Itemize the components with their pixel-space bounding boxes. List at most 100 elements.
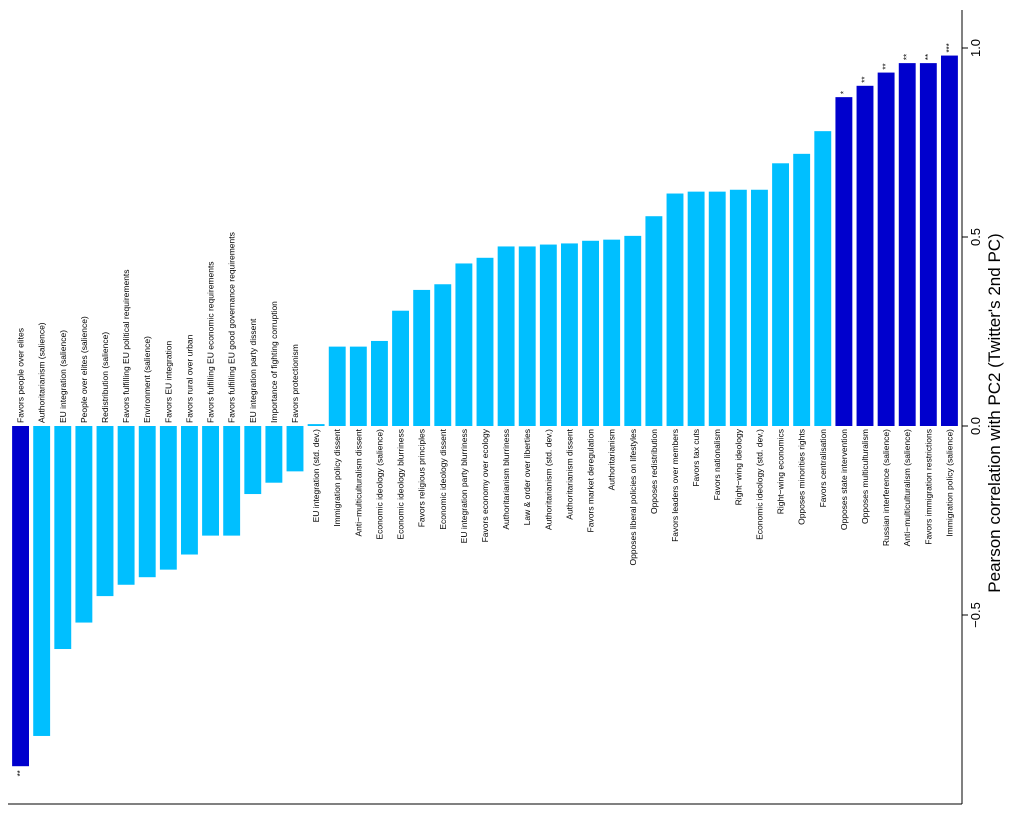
- bar: [919, 63, 937, 427]
- category-label: Opposes liberal policies on lifestyles: [628, 429, 638, 566]
- bar: [898, 63, 916, 427]
- category-label: Favors leaders over members: [670, 429, 680, 542]
- bar: [54, 426, 72, 650]
- bar: [202, 426, 219, 536]
- value-axis-tick-label: 0.0: [968, 417, 983, 435]
- category-label: Economic ideology dissent: [438, 428, 448, 529]
- significance-label: ***: [945, 43, 954, 52]
- category-label: Authoritarianism (std. dev.): [543, 429, 553, 530]
- bar: [729, 189, 747, 426]
- category-label: Favors economy over ecology: [480, 428, 490, 542]
- category-label: EU integration (salience): [58, 330, 68, 423]
- category-label: Favors fulfilling EU political requireme…: [121, 269, 131, 423]
- category-label: Favors religious principles: [417, 429, 427, 527]
- bar: [772, 163, 789, 427]
- category-label: Authoritarianism dissent: [564, 428, 574, 519]
- significance-label: **: [924, 54, 933, 60]
- category-label: Immigration policy (salience): [944, 429, 954, 537]
- category-label: Favors nationalism: [712, 429, 722, 500]
- bar: [96, 426, 114, 597]
- category-label: Immigration policy dissent: [332, 428, 342, 526]
- category-label: Environment (salience): [142, 336, 152, 423]
- category-label: Opposes state intervention: [839, 429, 849, 530]
- bar: [666, 193, 684, 426]
- bar: [751, 189, 768, 426]
- bar: [244, 426, 262, 495]
- value-axis-tick-label: 1.0: [968, 39, 983, 57]
- category-label: EU integration party dissent: [248, 318, 258, 423]
- bar: [349, 346, 367, 426]
- bar: [12, 426, 29, 767]
- category-label: Economic ideology (salience): [374, 429, 384, 540]
- bar: [603, 239, 621, 426]
- category-label: Opposes minorities rights: [797, 429, 807, 525]
- bar: [307, 424, 325, 426]
- bar: [117, 426, 135, 585]
- bar: [561, 243, 578, 426]
- category-label: Economic ideology blurriness: [396, 429, 406, 540]
- value-axis-ticks-group: −0.5 0.0 0.5 1.0: [962, 39, 983, 628]
- bar: [539, 244, 557, 426]
- category-label: Right−wing ideology: [733, 428, 743, 505]
- significance-label: *: [839, 91, 848, 94]
- bar: [582, 240, 599, 426]
- bar: [793, 153, 811, 426]
- category-label: Favors EU integration: [163, 341, 173, 423]
- category-label: Economic ideology (std. dev.): [754, 429, 764, 540]
- category-label: Opposes multiculturalism: [860, 429, 870, 524]
- category-label: Favors rural over urban: [184, 334, 194, 423]
- category-label: Anti−multiculturalism dissent: [353, 428, 363, 536]
- category-label: Favors tax cuts: [691, 429, 701, 487]
- value-axis-tick-label: −0.5: [968, 602, 983, 628]
- bar: [33, 426, 51, 736]
- category-label: Importance of fighting corruption: [269, 301, 279, 423]
- category-label: Authoritarianism: [607, 429, 617, 490]
- category-labels-group: Favors people over elites Authoritarianis…: [16, 232, 955, 565]
- bar: [392, 310, 409, 426]
- bar: [518, 246, 536, 426]
- bar: [476, 257, 494, 426]
- category-label: Anti−multiculturalism (salience): [902, 429, 912, 547]
- category-label: Favors fulfilling EU good governance req…: [227, 232, 237, 423]
- bars-group: [12, 55, 958, 767]
- category-label: People over elites (salience): [79, 316, 89, 423]
- category-label: Law & order over liberties: [522, 429, 532, 525]
- bar: [877, 72, 895, 426]
- bar: [941, 55, 958, 427]
- bar: [835, 97, 853, 426]
- bar: [159, 426, 177, 570]
- bar: [455, 263, 473, 426]
- bar: [814, 131, 832, 426]
- bar: [75, 426, 93, 623]
- category-label: EU integration (std. dev.): [311, 429, 321, 523]
- category-label: Favors people over elites: [16, 328, 26, 423]
- significance-labels-group: ********* *****: [16, 43, 954, 776]
- category-label: Favors protectionism: [290, 344, 300, 423]
- bar: [138, 426, 156, 578]
- value-axis-tick-label: 0.5: [968, 228, 983, 246]
- category-label: Authoritarianism (salience): [37, 322, 47, 423]
- category-label: Favors market deregulation: [586, 429, 596, 533]
- significance-label: **: [861, 77, 870, 83]
- bar: [223, 426, 241, 536]
- bar: [624, 235, 642, 426]
- category-label: EU integration party blurriness: [459, 429, 469, 543]
- bar: [687, 191, 705, 426]
- category-label: Russian interference (salience): [881, 429, 891, 546]
- bar: [371, 340, 388, 426]
- bar: [708, 191, 726, 426]
- bar: [181, 426, 198, 555]
- bar: [856, 85, 874, 427]
- category-label: Right−wing economics: [776, 429, 786, 514]
- bar: [413, 289, 431, 426]
- bar: [645, 216, 663, 426]
- bar: [265, 426, 283, 483]
- bar: [434, 284, 452, 426]
- value-axis-title: Pearson correlation with PC2 (Twitter's …: [985, 233, 1004, 592]
- category-label: Favors centralisation: [818, 429, 828, 508]
- bar: [328, 346, 346, 426]
- category-label: Favors fulfilling EU economic requiremen…: [206, 261, 216, 423]
- significance-label: **: [903, 54, 912, 60]
- category-label: Redistribution (salience): [100, 332, 110, 423]
